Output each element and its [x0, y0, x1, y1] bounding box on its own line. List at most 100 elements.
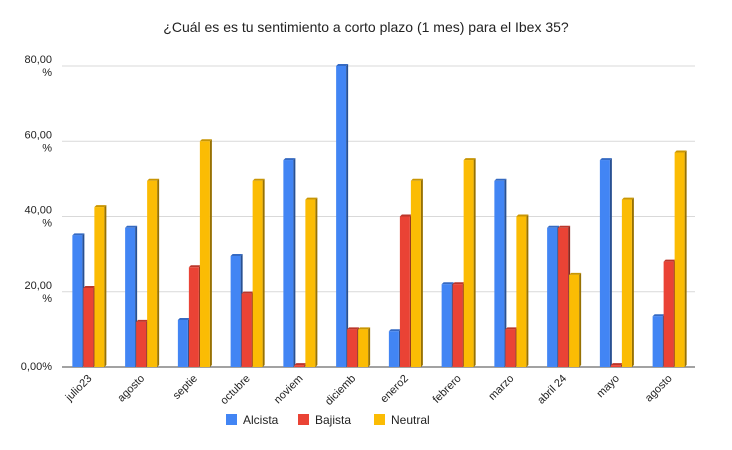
- legend-swatch: [374, 414, 385, 425]
- bar-top: [252, 178, 265, 181]
- bar-neutral: [147, 178, 160, 367]
- bar-neutral: [516, 214, 529, 367]
- bar-bajista: [347, 327, 360, 367]
- bar-front: [558, 227, 569, 367]
- bar-front: [136, 321, 147, 367]
- bar-neutral: [410, 178, 423, 367]
- bar-bajista: [505, 327, 518, 367]
- bar-top: [547, 225, 560, 228]
- bar-front: [599, 160, 610, 367]
- bar-top: [305, 197, 318, 200]
- bar-front: [177, 319, 188, 367]
- bar-front: [452, 284, 463, 367]
- bar-alcista: [388, 329, 401, 367]
- legend-label: Neutral: [391, 413, 430, 427]
- bar-top: [652, 314, 665, 317]
- bar-alcista: [177, 317, 190, 367]
- bar-neutral: [94, 205, 107, 367]
- bar-front: [305, 199, 316, 367]
- bar-top: [147, 178, 160, 181]
- bar-front: [569, 274, 580, 367]
- x-tick-label: septie: [171, 373, 200, 402]
- legend-swatch: [226, 414, 237, 425]
- bar-top: [441, 282, 454, 285]
- bar-side: [609, 158, 612, 367]
- bar-top: [347, 327, 360, 330]
- x-tick-label: febrero: [431, 373, 464, 406]
- bar-alcista: [230, 254, 243, 367]
- bar-top: [177, 317, 190, 320]
- bar-alcista: [72, 233, 85, 367]
- bar-neutral: [305, 197, 318, 367]
- bar-top: [294, 363, 307, 366]
- bar-front: [72, 235, 83, 367]
- bar-bajista: [558, 225, 571, 367]
- bar-front: [410, 180, 421, 367]
- bar-top: [199, 139, 212, 142]
- x-tick-label: agosto: [115, 373, 147, 405]
- bar-side: [209, 139, 212, 367]
- x-tick-label: julio23: [63, 373, 95, 405]
- bar-side: [631, 197, 634, 367]
- bar-front: [621, 199, 632, 367]
- bar-front: [347, 329, 358, 367]
- bar-neutral: [674, 150, 687, 367]
- bar-top: [452, 282, 465, 285]
- bar-front: [336, 66, 347, 367]
- bar-top: [136, 319, 149, 322]
- bar-top: [621, 197, 634, 200]
- bar-side: [420, 178, 423, 367]
- bar-front: [463, 160, 474, 367]
- legend-label: Alcista: [243, 413, 279, 427]
- bar-front: [230, 256, 241, 367]
- gridlines: [62, 65, 695, 368]
- bar-front: [388, 331, 399, 367]
- legend-label: Bajista: [315, 413, 351, 427]
- bar-top: [663, 259, 676, 262]
- x-tick-label: abril 24: [535, 373, 569, 407]
- bar-front: [610, 365, 621, 367]
- y-axis-ticks: 0,00%20,00%40,00%60,00%80,00%: [21, 54, 52, 373]
- bar-side: [684, 150, 687, 367]
- bar-top: [358, 327, 371, 330]
- bar-top: [188, 265, 201, 268]
- bar-top: [283, 158, 296, 161]
- bar-bajista: [188, 265, 201, 367]
- legend: Alcista Bajista Neutral: [226, 413, 430, 427]
- bar-neutral: [358, 327, 371, 367]
- chart-title: ¿Cuál es es tu sentimiento a corto plazo…: [163, 19, 569, 35]
- bar-neutral: [199, 139, 212, 367]
- bar-alcista: [336, 64, 349, 367]
- bar-neutral: [463, 158, 476, 367]
- bar-front: [241, 293, 252, 367]
- bar-bajista: [663, 259, 676, 367]
- x-tick-label: marzo: [486, 373, 516, 403]
- bars-group: [72, 64, 687, 367]
- legend-item-neutral: Neutral: [374, 413, 430, 427]
- bar-front: [494, 180, 505, 367]
- y-tick-label: 20,00: [24, 280, 52, 292]
- bar-side: [157, 178, 160, 367]
- bar-alcista: [599, 158, 612, 367]
- bar-front: [83, 287, 94, 367]
- bar-top: [336, 64, 349, 66]
- bar-top: [72, 233, 85, 236]
- bar-front: [283, 160, 294, 367]
- y-tick-unit: %: [42, 293, 52, 305]
- bar-bajista: [610, 363, 623, 367]
- bar-side: [473, 158, 476, 367]
- bar-top: [494, 178, 507, 181]
- bar-side: [368, 327, 371, 367]
- bar-front: [125, 227, 136, 367]
- legend-item-bajista: Bajista: [298, 413, 351, 427]
- y-tick-unit: %: [42, 142, 52, 154]
- bar-front: [652, 316, 663, 367]
- y-tick-label: 80,00: [24, 54, 52, 66]
- bar-top: [558, 225, 571, 228]
- bar-front: [199, 141, 210, 367]
- bar-side: [104, 205, 107, 367]
- bar-bajista: [83, 285, 96, 367]
- bar-side: [262, 178, 265, 367]
- bar-front: [188, 267, 199, 367]
